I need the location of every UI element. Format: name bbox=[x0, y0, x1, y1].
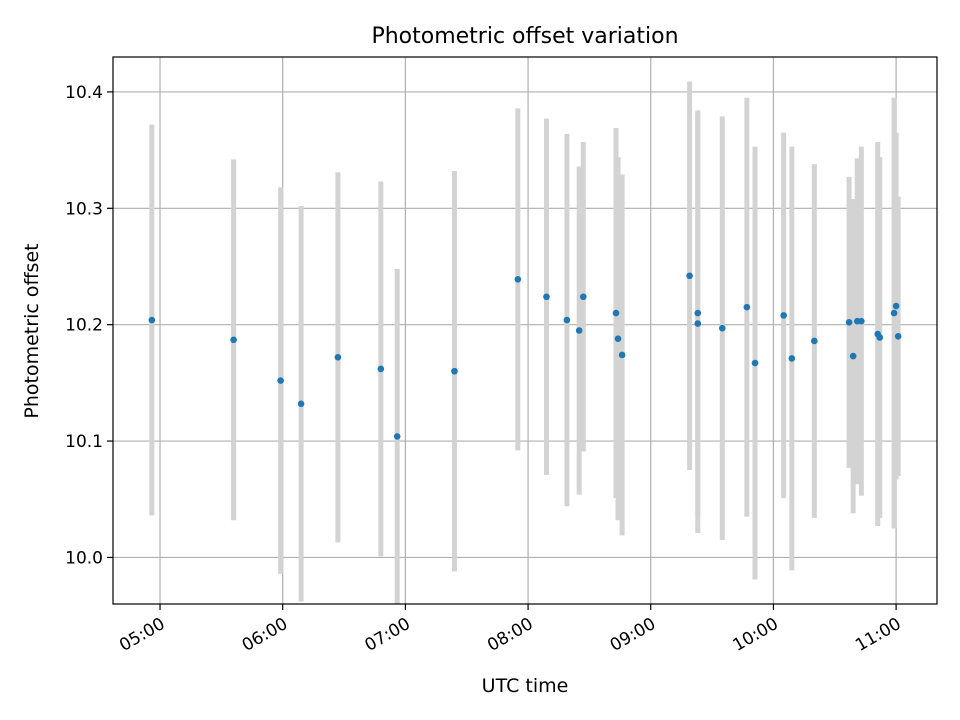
data-point bbox=[230, 336, 237, 344]
data-point bbox=[811, 337, 818, 345]
data-point bbox=[563, 316, 571, 324]
data-point bbox=[277, 377, 284, 384]
data-point bbox=[849, 352, 857, 360]
data-points bbox=[148, 272, 902, 440]
data-point bbox=[297, 400, 305, 408]
y-tick-label: 10.1 bbox=[65, 432, 103, 452]
data-point bbox=[514, 275, 522, 283]
data-point bbox=[845, 319, 853, 326]
data-point bbox=[894, 333, 902, 340]
x-axis-label: UTC time bbox=[482, 675, 569, 697]
y-axis-label: Photometric offset bbox=[21, 243, 43, 418]
data-point bbox=[618, 351, 626, 359]
data-point bbox=[751, 359, 759, 367]
data-point bbox=[377, 365, 385, 373]
data-point bbox=[575, 327, 583, 334]
data-point bbox=[579, 293, 587, 301]
data-point bbox=[451, 367, 458, 375]
data-point bbox=[694, 309, 702, 317]
plot-frame bbox=[112, 56, 938, 605]
data-point bbox=[890, 309, 898, 317]
data-point bbox=[543, 293, 550, 301]
data-point bbox=[694, 320, 702, 327]
data-point bbox=[148, 316, 156, 324]
y-tick-label: 10.0 bbox=[65, 548, 103, 568]
y-tick-label: 10.4 bbox=[65, 83, 103, 103]
data-point bbox=[719, 324, 726, 332]
y-tick-label: 10.3 bbox=[65, 199, 103, 219]
data-point bbox=[612, 309, 620, 317]
data-point bbox=[892, 302, 900, 310]
y-tick-label: 10.2 bbox=[65, 316, 103, 336]
y-axis: 10.0 10.1 10.2 10.3 10.4 bbox=[65, 83, 113, 568]
data-point bbox=[686, 272, 693, 280]
data-point bbox=[876, 334, 884, 341]
data-point bbox=[788, 355, 796, 362]
data-point bbox=[393, 433, 401, 440]
data-point bbox=[334, 353, 342, 361]
data-point bbox=[780, 312, 787, 319]
chart-title: Photometric offset variation bbox=[371, 24, 678, 49]
data-point bbox=[743, 303, 751, 311]
data-point bbox=[858, 317, 865, 325]
data-point bbox=[614, 335, 622, 342]
